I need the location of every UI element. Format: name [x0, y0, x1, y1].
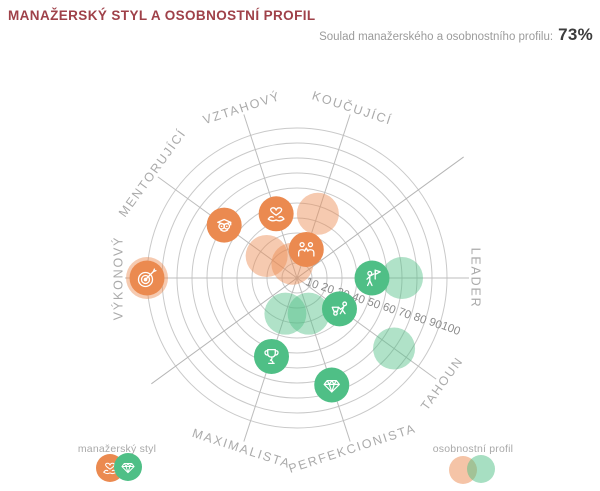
profile-bubble-leader[interactable]	[381, 257, 423, 299]
profile-bubble-perfekcionista[interactable]	[287, 292, 330, 335]
style-bubble-maximalista[interactable]	[254, 338, 290, 374]
scale-tick-50: 50	[366, 296, 382, 312]
half-divider-line	[296, 156, 464, 279]
scale-tick-70: 70	[396, 306, 412, 322]
style-bubble-vztahovy[interactable]	[258, 196, 294, 232]
half-divider-line	[151, 277, 298, 385]
scale-tick-10: 10	[304, 276, 320, 292]
axis-label-vykonovy: VÝKONOVÝ	[110, 236, 125, 321]
axis-label-perfekcionista: PERFEKCIONISTA	[287, 421, 418, 476]
scale-tick-60: 60	[381, 301, 397, 317]
style-bubble-tahoun[interactable]	[321, 291, 357, 327]
legend-profile-green-swatch	[467, 455, 495, 483]
axis-label-leader: LEADER	[469, 248, 483, 309]
legend-profile: osobnostní profil	[433, 443, 513, 484]
match-score-value: 73%	[558, 25, 593, 44]
scale-tick-80: 80	[412, 311, 428, 327]
match-score-label: Soulad manažerského a osobnostního profi…	[319, 31, 554, 43]
profile-bubble-koucujici[interactable]	[296, 192, 339, 235]
style-bubble-vykonovy[interactable]	[129, 260, 165, 296]
chart-bubbles	[126, 192, 423, 403]
legend-style-label: manažerský styl	[78, 443, 156, 455]
axis-label-mentorujici: MENTORUJÍCÍ	[115, 126, 189, 220]
match-score: Soulad manažerského a osobnostního profi…	[319, 25, 593, 45]
profile-bubble-maximalista[interactable]	[264, 292, 307, 335]
chart-grid	[125, 114, 469, 442]
scale-tick-20: 20	[319, 281, 335, 297]
style-bubble-perfekcionista[interactable]	[314, 367, 350, 403]
style-bubble-leader[interactable]	[354, 260, 390, 296]
scale-tick-90: 90	[427, 316, 443, 332]
axis-label-vztahovy: VZTAHOVÝ	[201, 88, 283, 127]
axis-spoke-vztahovy	[243, 114, 298, 279]
axis-spoke-tahoun	[296, 277, 437, 380]
profile-bubble-mentorujici[interactable]	[245, 234, 288, 277]
axis-label-maximalista: MAXIMALISTA	[190, 426, 292, 471]
scale-tick-100: 100	[440, 320, 462, 338]
legend-profile-label: osobnostní profil	[433, 443, 513, 455]
scale-ticks: 102030405060708090100	[304, 276, 462, 338]
axis-label-koucujici: KOUČUJÍCÍ	[310, 88, 394, 128]
legend-style: manažerský styl	[78, 443, 156, 482]
style-bubble-mentorujici[interactable]	[206, 207, 242, 243]
axis-label-tahoun: TAHOUN	[418, 354, 466, 413]
profile-bubble-tahoun[interactable]	[373, 327, 416, 370]
style-bubble-koucujici[interactable]	[288, 231, 324, 267]
page-title: MANAŽERSKÝ STYL A OSOBNOSTNÍ PROFIL	[8, 8, 316, 23]
axis-spoke-perfekcionista	[296, 277, 351, 442]
